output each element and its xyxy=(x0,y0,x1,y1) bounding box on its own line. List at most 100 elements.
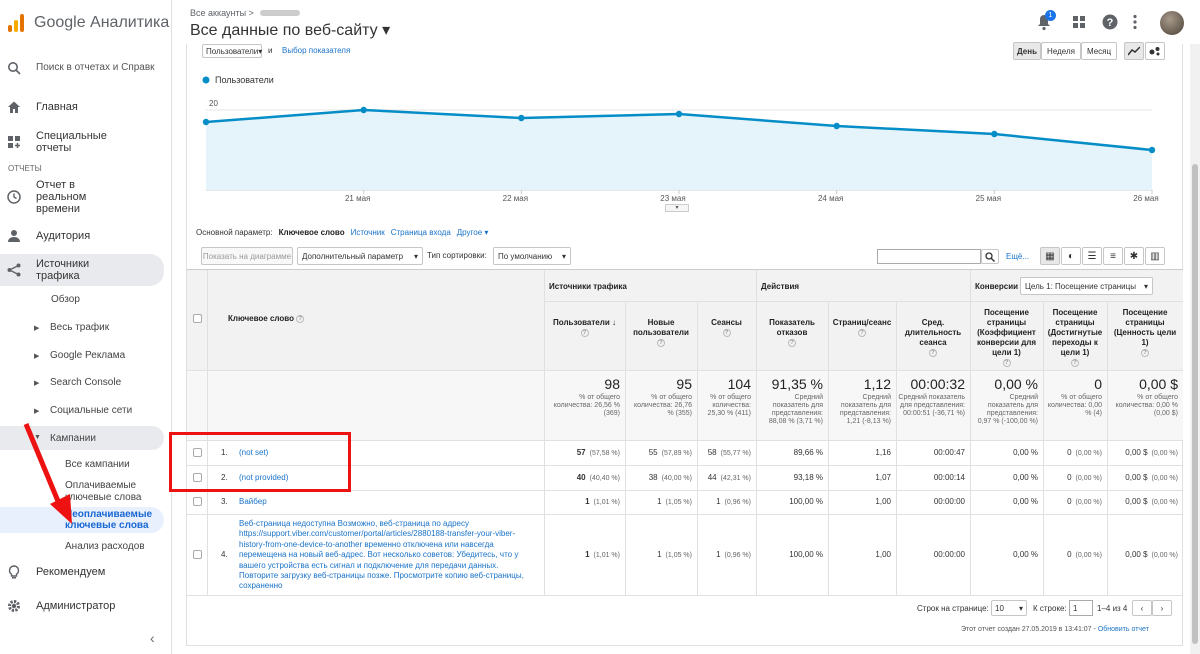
cell-value: 44 xyxy=(707,472,717,482)
col-header-keyword[interactable]: Ключевое слово ? xyxy=(228,314,305,323)
sort-type-select[interactable]: По умолчанию ▾ xyxy=(493,247,571,265)
sidebar-item-acquisition[interactable]: Источники трафика xyxy=(0,254,164,286)
keyword-link[interactable]: Вайбер xyxy=(239,497,267,506)
view-selector[interactable]: Все данные по веб-сайту ▾ xyxy=(190,22,391,39)
filter-search-button[interactable] xyxy=(981,249,999,264)
help-icon[interactable]: ? xyxy=(929,348,937,357)
sidebar-item-cost-analysis[interactable]: Анализ расходов xyxy=(65,541,145,552)
cell-p: 1,16 xyxy=(828,448,891,457)
sidebar-item-custom-reports[interactable]: Специальные отчеты xyxy=(0,128,164,156)
sidebar-item-google-ads[interactable]: Google Реклама xyxy=(50,350,126,361)
keyword-link[interactable]: (not provided) xyxy=(239,472,289,482)
dimension-other[interactable]: Другое ▾ xyxy=(456,228,489,237)
sidebar-item-recommended[interactable]: Рекомендуем xyxy=(0,564,164,580)
person-icon xyxy=(8,230,20,242)
sidebar-item-all-campaigns[interactable]: Все кампании xyxy=(65,459,130,470)
month-button[interactable]: Месяц xyxy=(1081,42,1117,60)
row-checkbox[interactable] xyxy=(193,472,202,482)
scrollbar-thumb[interactable] xyxy=(1192,164,1198,644)
legend-label: Пользователи xyxy=(215,75,274,85)
page-scrollbar[interactable] xyxy=(1190,44,1200,654)
comparison-view-button[interactable]: ≡ xyxy=(1103,247,1123,265)
week-button[interactable]: Неделя xyxy=(1041,42,1081,60)
sidebar-item-admin[interactable]: Администратор xyxy=(0,598,164,614)
chart-collapse-handle[interactable]: ▾ xyxy=(665,204,689,212)
sidebar-item-search-console[interactable]: Search Console xyxy=(50,377,122,388)
sidebar-item-all-traffic[interactable]: Весь трафик xyxy=(50,322,110,333)
prev-page-button[interactable]: ‹ xyxy=(1132,600,1152,616)
choose-metric-link[interactable]: Выбор показателя xyxy=(282,46,351,55)
dimension-source[interactable]: Источник xyxy=(350,228,385,237)
sidebar-item-organic-keywords[interactable]: Неоплачиваемые ключевые слова xyxy=(0,507,164,533)
line-chart-toggle[interactable] xyxy=(1124,42,1144,60)
col-header-conv-rate[interactable]: Посещение страницы (Коэффициент конверси… xyxy=(973,308,1040,368)
row-checkbox[interactable] xyxy=(193,447,202,457)
keyword-link[interactable]: Веб-страница недоступна Возможно, веб-ст… xyxy=(239,519,524,591)
sidebar-item-paid-keywords[interactable]: Оплачиваемые ключевые слова xyxy=(65,480,142,503)
sidebar-item-audience[interactable]: Аудитория xyxy=(0,228,164,244)
table-filter-input[interactable] xyxy=(877,249,981,264)
pivot-view-button[interactable]: ▥ xyxy=(1145,247,1165,265)
sidebar-item-realtime[interactable]: Отчет в реальном времени xyxy=(0,178,164,216)
cell-d: 00:00:14 xyxy=(896,473,965,482)
col-header-completions[interactable]: Посещение страницы (Достигнутые переходы… xyxy=(1046,308,1104,368)
help-icon[interactable]: ? xyxy=(580,328,589,337)
help-icon[interactable]: ? xyxy=(858,328,866,337)
term-cloud-button[interactable]: ✱ xyxy=(1124,247,1144,265)
expand-arrow-icon: ▶ xyxy=(34,380,40,387)
cell-value: 89,66 % xyxy=(793,447,823,457)
help-icon[interactable]: ? xyxy=(1141,348,1149,357)
cell-u: 57 (57,58 %) xyxy=(544,448,620,457)
sidebar-item-overview[interactable]: Обзор xyxy=(51,294,80,305)
help-icon[interactable]: ? xyxy=(1102,14,1118,30)
help-icon[interactable]: ? xyxy=(657,338,665,347)
keyword-link[interactable]: (not set) xyxy=(239,447,269,457)
performance-view-button[interactable]: ☰ xyxy=(1082,247,1102,265)
row-checkbox[interactable] xyxy=(193,497,202,506)
metric-select-value: Пользователи xyxy=(206,46,259,56)
row-checkbox[interactable] xyxy=(193,549,202,559)
dimension-landing-page[interactable]: Страница входа xyxy=(390,228,451,237)
plot-rows-button[interactable]: Показать на диаграмме xyxy=(201,247,293,265)
goal-select[interactable]: Цель 1: Посещение страницы ▾ xyxy=(1020,277,1153,295)
analytics-logo-icon[interactable] xyxy=(8,14,24,32)
col-header-users[interactable]: Пользователи ↓? xyxy=(547,318,622,338)
cell-percent: (0,00 %) xyxy=(1075,474,1102,482)
sidebar-search[interactable]: Поиск в отчетах и Справк xyxy=(0,60,164,76)
next-page-button[interactable]: › xyxy=(1152,600,1172,616)
table-view-button[interactable]: ▦ xyxy=(1040,247,1060,265)
help-icon[interactable]: ? xyxy=(788,338,796,347)
dimension-keyword[interactable]: Ключевое слово xyxy=(278,228,345,237)
notifications-icon[interactable]: 1 xyxy=(1036,10,1056,31)
col-header-sessions[interactable]: Сеансы? xyxy=(700,318,753,338)
day-button[interactable]: День xyxy=(1013,42,1041,60)
rows-per-page-select[interactable]: 10 ▾ xyxy=(991,600,1027,616)
help-icon[interactable]: ? xyxy=(296,314,305,323)
collapse-sidebar-icon[interactable]: ‹ xyxy=(150,630,155,646)
refresh-report-link[interactable]: Обновить отчет xyxy=(1097,626,1149,633)
col-header-value[interactable]: Посещение страницы (Ценность цели 1)? xyxy=(1110,308,1180,358)
more-vert-icon[interactable] xyxy=(1133,14,1137,30)
cell-c: 0,00 % xyxy=(970,497,1038,506)
breadcrumb[interactable]: Все аккаунты > xyxy=(190,8,254,18)
col-header-dur[interactable]: Сред. длительность сеанса? xyxy=(899,318,967,358)
select-all-checkbox[interactable] xyxy=(193,314,202,323)
col-header-pps[interactable]: Страниц/сеанс? xyxy=(831,318,893,338)
cell-percent: (0,96 %) xyxy=(724,551,751,559)
help-icon[interactable]: ? xyxy=(1071,358,1079,367)
apps-grid-icon[interactable] xyxy=(1072,15,1086,29)
secondary-dimension-select[interactable]: Дополнительный параметр ▾ xyxy=(297,247,423,265)
goto-row-input[interactable]: 1 xyxy=(1069,600,1093,616)
metric-select[interactable]: Пользователи ▾ xyxy=(202,44,262,58)
pie-view-button[interactable]: ◐ xyxy=(1061,247,1081,265)
help-icon[interactable]: ? xyxy=(722,328,731,337)
advanced-filter-link[interactable]: Ещё... xyxy=(1006,252,1030,261)
help-icon[interactable]: ? xyxy=(1002,358,1011,367)
col-header-bounce[interactable]: Показатель отказов? xyxy=(759,318,825,348)
cell-nu: 55 (57,89 %) xyxy=(625,448,692,457)
avatar[interactable] xyxy=(1160,11,1184,35)
motion-chart-toggle[interactable] xyxy=(1145,42,1165,60)
sidebar-item-social[interactable]: Социальные сети xyxy=(50,405,133,416)
col-header-new[interactable]: Новые пользователи? xyxy=(628,318,694,348)
sidebar-item-home[interactable]: Главная xyxy=(0,99,164,115)
